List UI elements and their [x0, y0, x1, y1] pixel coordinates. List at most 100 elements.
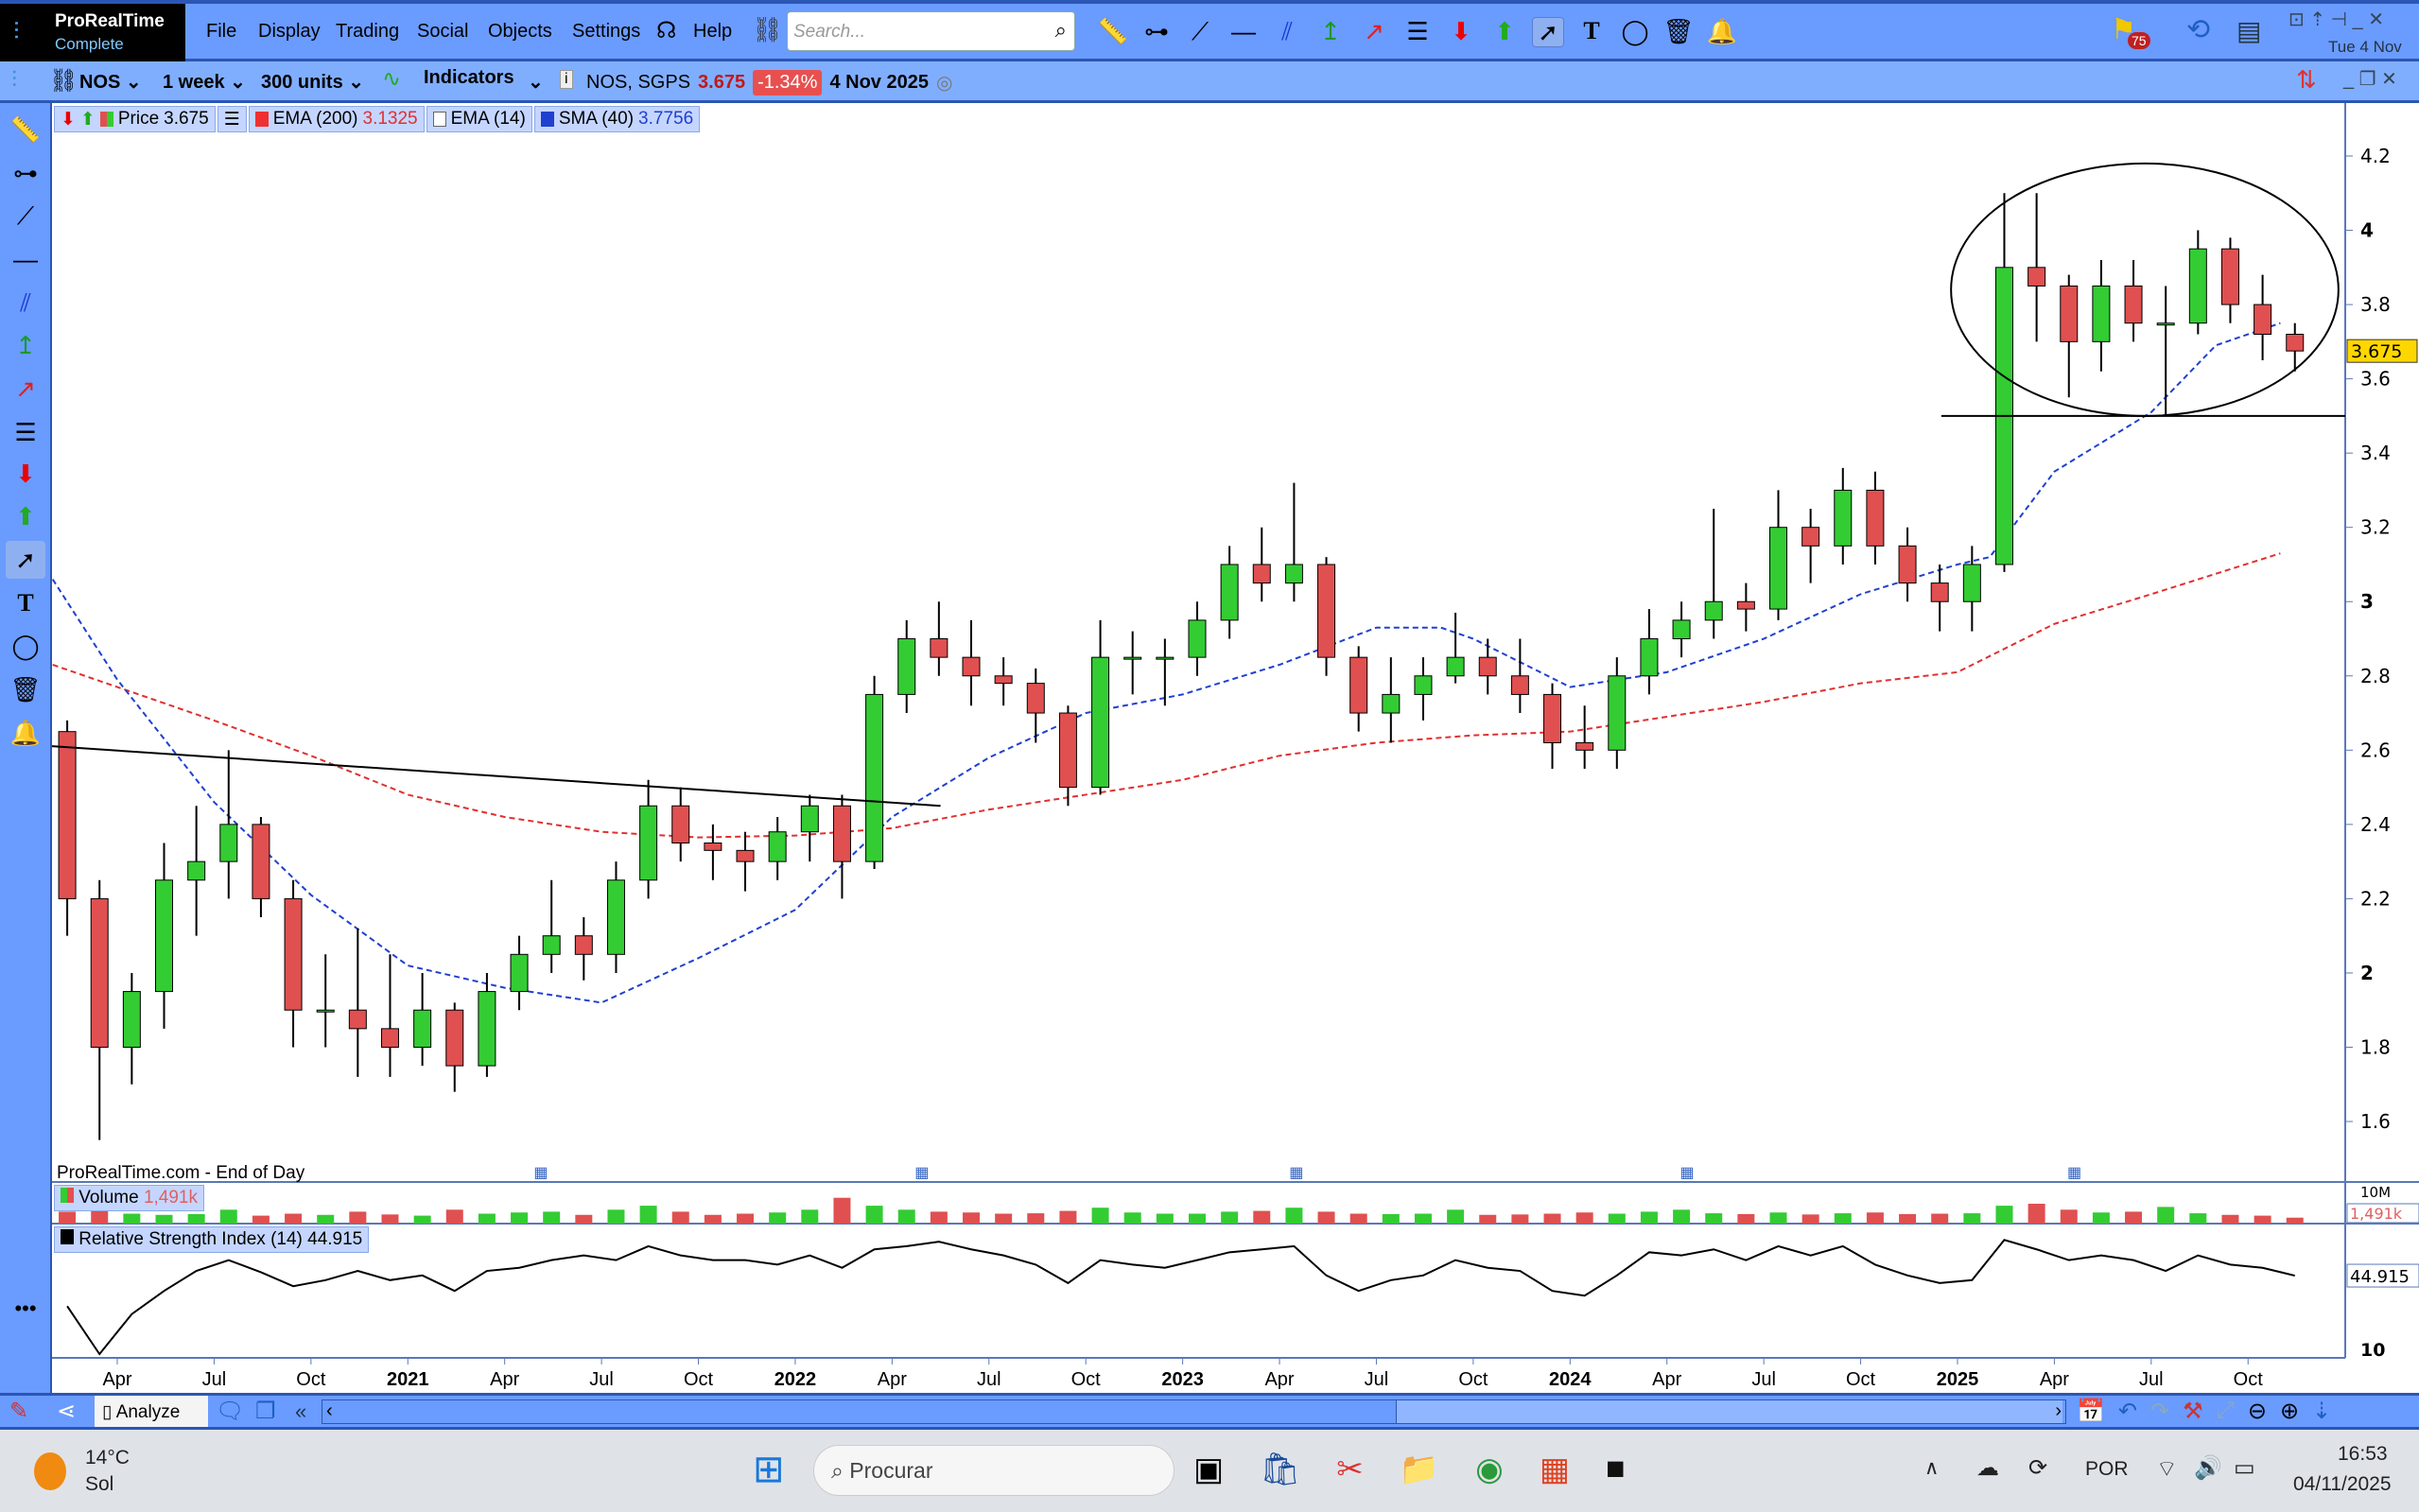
snipping-tool-icon[interactable]: ✂	[1336, 1451, 1364, 1487]
menu-social[interactable]: Social	[417, 21, 469, 42]
language-indicator[interactable]: POR	[2085, 1458, 2129, 1480]
trash-icon[interactable]: 🗑	[9, 675, 42, 704]
pointer-icon[interactable]: ➚	[1532, 17, 1564, 47]
ema200-legend[interactable]: EMA (200) 3.1325	[248, 106, 425, 132]
sell-arrow-icon[interactable]: ⬇	[15, 460, 36, 488]
weather-condition[interactable]: Sol	[85, 1473, 114, 1495]
trendline-icon[interactable]: ⟋	[16, 201, 35, 230]
text-tool-icon[interactable]: T	[1583, 17, 1600, 44]
chart-area[interactable]: 1.6 1.8 2 2.2 2.4 2.6 2.8 3 3.2 3.4 3.6 3.8 4 4.2 Apr J…	[52, 103, 2419, 1393]
segment-icon[interactable]: ⊶	[1144, 17, 1169, 45]
zoom-in-icon[interactable]: ⊕	[2279, 1399, 2300, 1424]
units-select[interactable]: 300 units ⌄	[261, 72, 365, 93]
vertical-arrow-icon[interactable]: ↥	[1320, 17, 1341, 45]
sma40-legend[interactable]: SMA (40) 3.7756	[533, 106, 701, 132]
start-icon[interactable]: ⊞	[753, 1449, 785, 1490]
windows-icon[interactable]: ❐	[255, 1399, 276, 1424]
list-icon[interactable]: ☰	[217, 106, 247, 132]
taskbar-search[interactable]: ⌕ Procurar	[813, 1445, 1175, 1496]
battery-icon[interactable]: ▭	[2234, 1455, 2255, 1481]
ellipse-icon[interactable]: ◯	[1621, 17, 1649, 45]
scroll-left-icon[interactable]: ‹	[326, 1400, 333, 1421]
menu-help[interactable]: Help	[693, 21, 733, 42]
horizontal-line-icon[interactable]: —	[13, 245, 38, 273]
tray-chevron-icon[interactable]: ∧	[1924, 1457, 1940, 1479]
menu-trading[interactable]: Trading	[336, 21, 400, 42]
link-icon[interactable]: ⛓	[49, 68, 78, 94]
pencil-icon[interactable]: ✎	[9, 1399, 29, 1424]
link-icon[interactable]: ⛓	[752, 15, 784, 43]
alert-bell-icon[interactable]: 🔔	[1706, 17, 1738, 45]
fibonacci-icon[interactable]: ☰	[14, 418, 37, 446]
arrow-icon[interactable]: ↗	[15, 374, 36, 403]
more-icon[interactable]: •••	[14, 1296, 37, 1320]
vertical-arrow-icon[interactable]: ↥	[15, 331, 36, 359]
sell-arrow-icon[interactable]: ⬇	[1451, 17, 1471, 45]
search-input[interactable]: Search... ⌕	[787, 11, 1075, 51]
collapse-icon[interactable]: «	[295, 1399, 307, 1423]
text-tool-icon[interactable]: T	[17, 589, 34, 617]
horizontal-scrollbar[interactable]: ‹ ›	[322, 1399, 2066, 1424]
onedrive-icon[interactable]: ☁	[1976, 1455, 1999, 1481]
scroll-right-icon[interactable]: ›	[2055, 1400, 2062, 1421]
window-controls[interactable]: ⊡ ⇡ ⊣ _ ✕	[2288, 9, 2385, 30]
redo-icon[interactable]: ↷	[2150, 1399, 2170, 1424]
store-icon[interactable]: 🛍	[1260, 1451, 1301, 1487]
clock-time[interactable]: 16:53	[2338, 1443, 2388, 1465]
menu-settings[interactable]: Settings	[572, 21, 641, 42]
ruler-icon[interactable]: 📏	[1097, 17, 1129, 45]
zoom-out-icon[interactable]: ⊖	[2247, 1399, 2267, 1424]
buy-arrow-icon[interactable]: ⬆	[1494, 17, 1515, 45]
prorealtime-app-icon[interactable]: ■	[1605, 1451, 1626, 1486]
scroll-end-icon[interactable]: ⇣	[2312, 1399, 2332, 1424]
price-legend[interactable]: ⬇ ⬆ Price 3.675	[54, 106, 216, 132]
menu-file[interactable]: File	[206, 21, 237, 42]
horizontal-line-icon[interactable]: —	[1231, 17, 1256, 45]
rsi-legend[interactable]: Relative Strength Index (14) 44.915	[54, 1226, 370, 1253]
chart-window-controls[interactable]: _ ❐ ✕	[2343, 69, 2397, 90]
chat-icon[interactable]: 🗨	[216, 1399, 245, 1424]
clock-date[interactable]: 04/11/2025	[2293, 1473, 2392, 1495]
sell-icon[interactable]: ⬇	[61, 109, 76, 130]
indicators-dropdown[interactable]: ⌄	[528, 72, 544, 93]
buy-icon[interactable]: ⬆	[79, 109, 96, 130]
volume-legend[interactable]: Volume 1,491k	[54, 1185, 204, 1211]
weather-sun-icon[interactable]	[34, 1452, 66, 1490]
menu-display[interactable]: Display	[258, 21, 321, 42]
calendar-icon[interactable]: 📅	[2077, 1399, 2105, 1424]
trendline-icon[interactable]: ⟋	[1191, 17, 1210, 45]
file-explorer-icon[interactable]: 📁	[1399, 1451, 1440, 1487]
buy-arrow-icon[interactable]: ⬆	[15, 502, 36, 530]
chart-settings-icon[interactable]: ⚒	[2183, 1399, 2203, 1424]
ruler-icon[interactable]: 📏	[9, 115, 42, 144]
ellipse-icon[interactable]: ◯	[11, 632, 40, 660]
info-icon[interactable]: i	[560, 70, 573, 89]
search-icon[interactable]: ⌕	[1054, 18, 1067, 42]
scrollbar-thumb[interactable]	[1396, 1400, 2062, 1423]
share-icon[interactable]: ⋖	[57, 1399, 77, 1424]
volume-icon[interactable]: 🔊	[2194, 1455, 2222, 1481]
layout-icon[interactable]: ▤	[2236, 16, 2262, 45]
refresh-icon[interactable]: ⇅	[2296, 65, 2317, 94]
channel-icon[interactable]: ⫽	[1281, 17, 1293, 45]
analyze-button[interactable]: ▯ Analyze	[95, 1396, 208, 1427]
task-view-icon[interactable]: ▣	[1193, 1451, 1225, 1487]
fibonacci-icon[interactable]: ☰	[1406, 17, 1429, 45]
wifi-icon[interactable]: ⌔	[2156, 1456, 2178, 1482]
ema14-legend[interactable]: EMA (14)	[426, 106, 532, 132]
segment-icon[interactable]: ⊶	[13, 159, 38, 187]
autoscale-icon[interactable]: ⤢	[2216, 1398, 2235, 1423]
sync-icon[interactable]: ⟲	[2186, 14, 2211, 45]
channel-icon[interactable]: ⫽	[20, 288, 31, 317]
menu-objects[interactable]: Objects	[488, 21, 552, 42]
weather-temp[interactable]: 14°C	[85, 1447, 130, 1469]
pointer-icon[interactable]: ➚	[6, 541, 45, 579]
arrow-icon[interactable]: ↗	[1364, 17, 1384, 45]
alert-bell-icon[interactable]: 🔔	[9, 719, 42, 747]
indicators-button[interactable]: Indicators	[424, 67, 514, 88]
timeframe-select[interactable]: 1 week ⌄	[163, 72, 246, 93]
symbol-select[interactable]: NOS ⌄	[79, 72, 142, 93]
chart-app-icon[interactable]: ▦	[1539, 1451, 1570, 1487]
undo-icon[interactable]: ↶	[2117, 1399, 2137, 1424]
sync-tray-icon[interactable]: ⟳	[2028, 1455, 2048, 1481]
